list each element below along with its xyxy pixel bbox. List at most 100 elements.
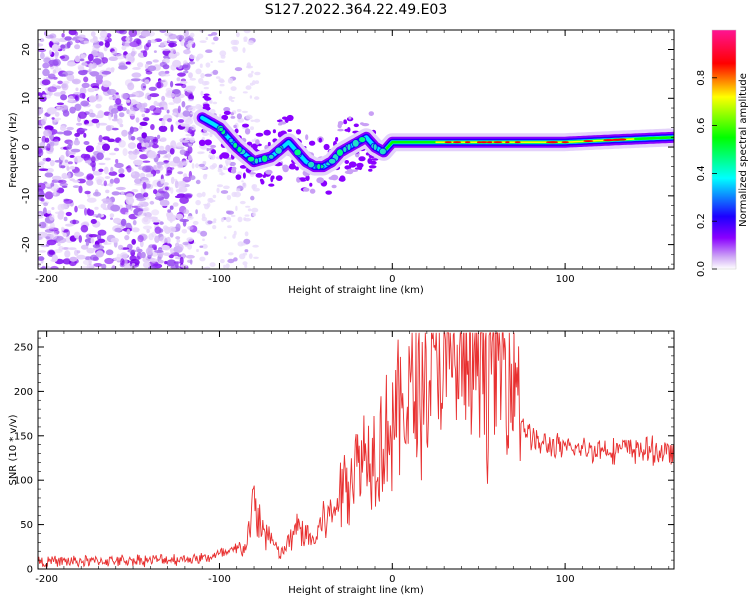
heatmap-noise-blob [118, 65, 128, 70]
heatmap-noise-blob [61, 33, 65, 38]
heatmap-noise-blob [95, 74, 104, 81]
heatmap-noise-blob [195, 68, 202, 75]
heatmap-noise-blob [137, 235, 144, 243]
heatmap-noise-blob [69, 256, 78, 262]
heatmap-ridge-blob [335, 148, 344, 157]
heatmap-noise-blob [42, 62, 50, 69]
colorbar-tick-label: 0.6 [696, 118, 707, 134]
heatmap-noise-blob [160, 73, 171, 77]
heatmap-noise-blob [241, 110, 248, 114]
heatmap-noise-blob [175, 242, 180, 249]
heatmap-noise-blob [76, 122, 83, 126]
heatmap-noise-blob [92, 170, 103, 176]
heatmap-noise-blob [63, 216, 68, 222]
heatmap-noise-blob [130, 136, 136, 141]
heatmap-noise-blob [163, 104, 168, 111]
heatmap-frame [37, 29, 675, 270]
heatmap-ridge-peak [477, 141, 482, 144]
heatmap-noise-blob [42, 94, 46, 98]
heatmap-y-tick-label: -10 [21, 188, 32, 204]
heatmap-noise-blob [80, 224, 89, 233]
heatmap-noise-blob [90, 237, 95, 244]
heatmap-noise-blob [60, 154, 65, 161]
heatmap-noise-blob [161, 118, 166, 127]
heatmap-ridge-peak [486, 141, 493, 144]
heatmap-noise-blob [232, 46, 239, 52]
heatmap-noise-blob [58, 210, 65, 216]
heatmap-noise-blob [191, 163, 195, 169]
heatmap-noise-blob [78, 235, 83, 243]
snr-y-tick-label: 0 [27, 565, 33, 576]
heatmap-noise-blob [80, 54, 86, 59]
heatmap-ridge-scatter [368, 111, 374, 116]
heatmap-noise-blob [243, 30, 251, 34]
heatmap-noise-blob [185, 133, 192, 137]
heatmap-noise-blob [123, 40, 131, 48]
heatmap-noise-blob [57, 242, 61, 247]
heatmap-noise-blob [166, 166, 173, 174]
heatmap-noise-blob [107, 138, 115, 143]
colorbar-ticks: 0.0 0.2 0.4 0.6 0.8 [696, 70, 717, 277]
heatmap-noise-blob [148, 150, 157, 159]
heatmap-noise-blob [183, 30, 189, 38]
heatmap-noise-blob [119, 252, 128, 259]
heatmap-noise-blob [130, 51, 136, 57]
heatmap-noise-blob [82, 259, 91, 265]
heatmap-noise-blob [107, 88, 117, 96]
heatmap-noise-blob [168, 254, 174, 259]
heatmap-noise-blob [125, 36, 130, 42]
heatmap-noise-blob [140, 30, 151, 37]
heatmap-noise-blob [166, 259, 177, 267]
heatmap-noise-blob [120, 191, 125, 195]
heatmap-noise-blob [180, 140, 190, 143]
heatmap-noise-blob [210, 154, 216, 160]
heatmap-noise-blob [98, 162, 106, 166]
heatmap-ridge-peak [514, 141, 521, 144]
heatmap-noise-blob [200, 90, 204, 96]
heatmap-noise-blob [243, 39, 248, 43]
heatmap-noise-blob [233, 39, 240, 46]
heatmap-noise-blob [202, 160, 207, 165]
heatmap-noise-blob [127, 82, 135, 91]
heatmap-noise-blob [246, 62, 251, 68]
heatmap-noise-blob [126, 165, 132, 173]
heatmap-noise-blob [79, 92, 86, 99]
heatmap-noise-blob [220, 259, 225, 264]
heatmap-noise-blob [89, 71, 100, 77]
heatmap-noise-blob [103, 242, 112, 245]
heatmap-noise-blob [197, 105, 204, 109]
heatmap-ridge-scatter [308, 140, 316, 146]
heatmap-noise-blob [48, 50, 52, 55]
heatmap-noise-blob [225, 263, 230, 269]
heatmap-noise-blob [131, 227, 140, 233]
heatmap-noise-blob [188, 61, 196, 65]
heatmap-noise-blob [67, 247, 77, 251]
heatmap-ridge-scatter [221, 152, 230, 159]
heatmap-noise-blob [136, 197, 146, 201]
heatmap-noise-blob [176, 77, 181, 82]
heatmap-noise-blob [114, 227, 122, 233]
heatmap-noise-blob [111, 50, 118, 56]
heatmap-noise-blob [74, 44, 81, 50]
heatmap-noise-blob [209, 262, 216, 267]
heatmap-noise-blob [247, 73, 253, 78]
colorbar-frame [711, 29, 737, 270]
heatmap-ridge-scatter [270, 175, 274, 183]
heatmap-noise-blob [175, 223, 181, 232]
heatmap-noise-blob [89, 38, 99, 43]
heatmap-ridge-scatter [288, 164, 297, 170]
heatmap-noise-blob [125, 99, 131, 103]
heatmap-noise-blob [187, 117, 195, 120]
heatmap-noise-blob [84, 190, 91, 195]
heatmap-noise-blob [159, 221, 164, 225]
heatmap-noise-blob [204, 266, 211, 269]
heatmap-noise-blob [80, 153, 88, 159]
heatmap-noise-blob [69, 154, 75, 158]
heatmap-noise-blob [233, 257, 238, 262]
heatmap-noise-blob [58, 246, 64, 251]
heatmap-ridge-blob [274, 146, 283, 155]
heatmap-ridge-scatter [282, 164, 289, 171]
heatmap-noise-blob [72, 180, 81, 183]
heatmap-noise-blob [211, 163, 218, 169]
